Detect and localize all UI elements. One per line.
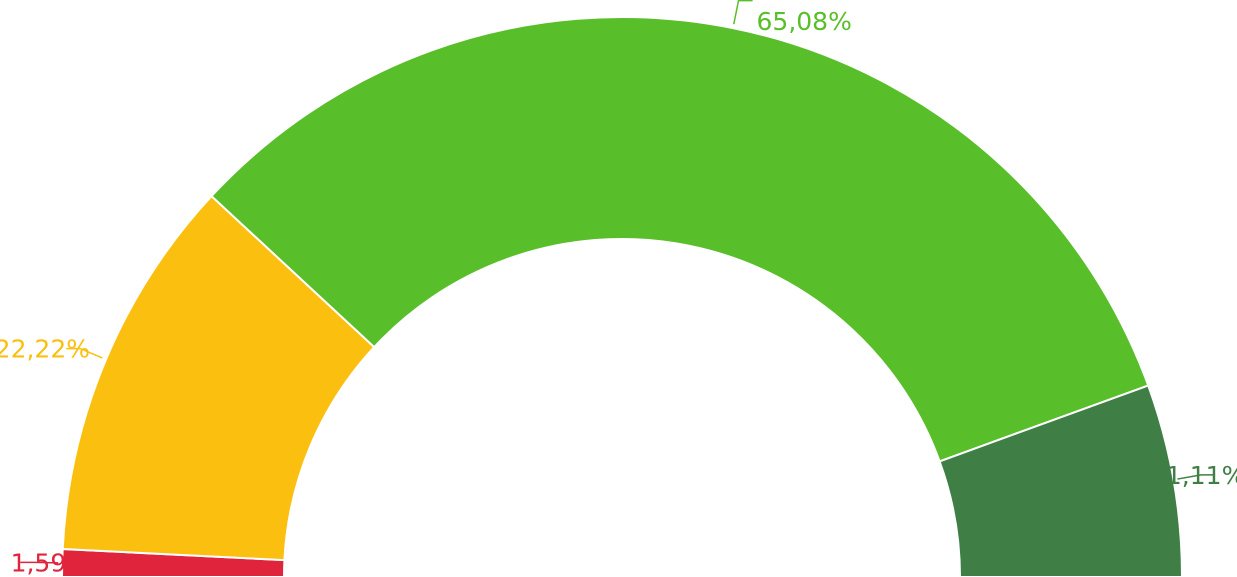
data-labels-layer: 1,59% 22,22% 65,08% 11,11% <box>0 7 1237 577</box>
leader-line <box>66 347 103 359</box>
leader-line <box>20 561 59 564</box>
data-label: 22,22% <box>0 335 90 364</box>
data-label: 11,11% <box>1150 461 1237 490</box>
leader-line <box>1177 474 1216 480</box>
data-label: 1,59% <box>11 548 90 577</box>
leader-lines-layer <box>20 0 1216 564</box>
gauge-slice[interactable] <box>210 16 1150 463</box>
slices-layer <box>60 16 1184 577</box>
gauge-slice[interactable] <box>938 384 1184 577</box>
leader-line <box>733 0 753 25</box>
data-label: 65,08% <box>757 7 852 36</box>
